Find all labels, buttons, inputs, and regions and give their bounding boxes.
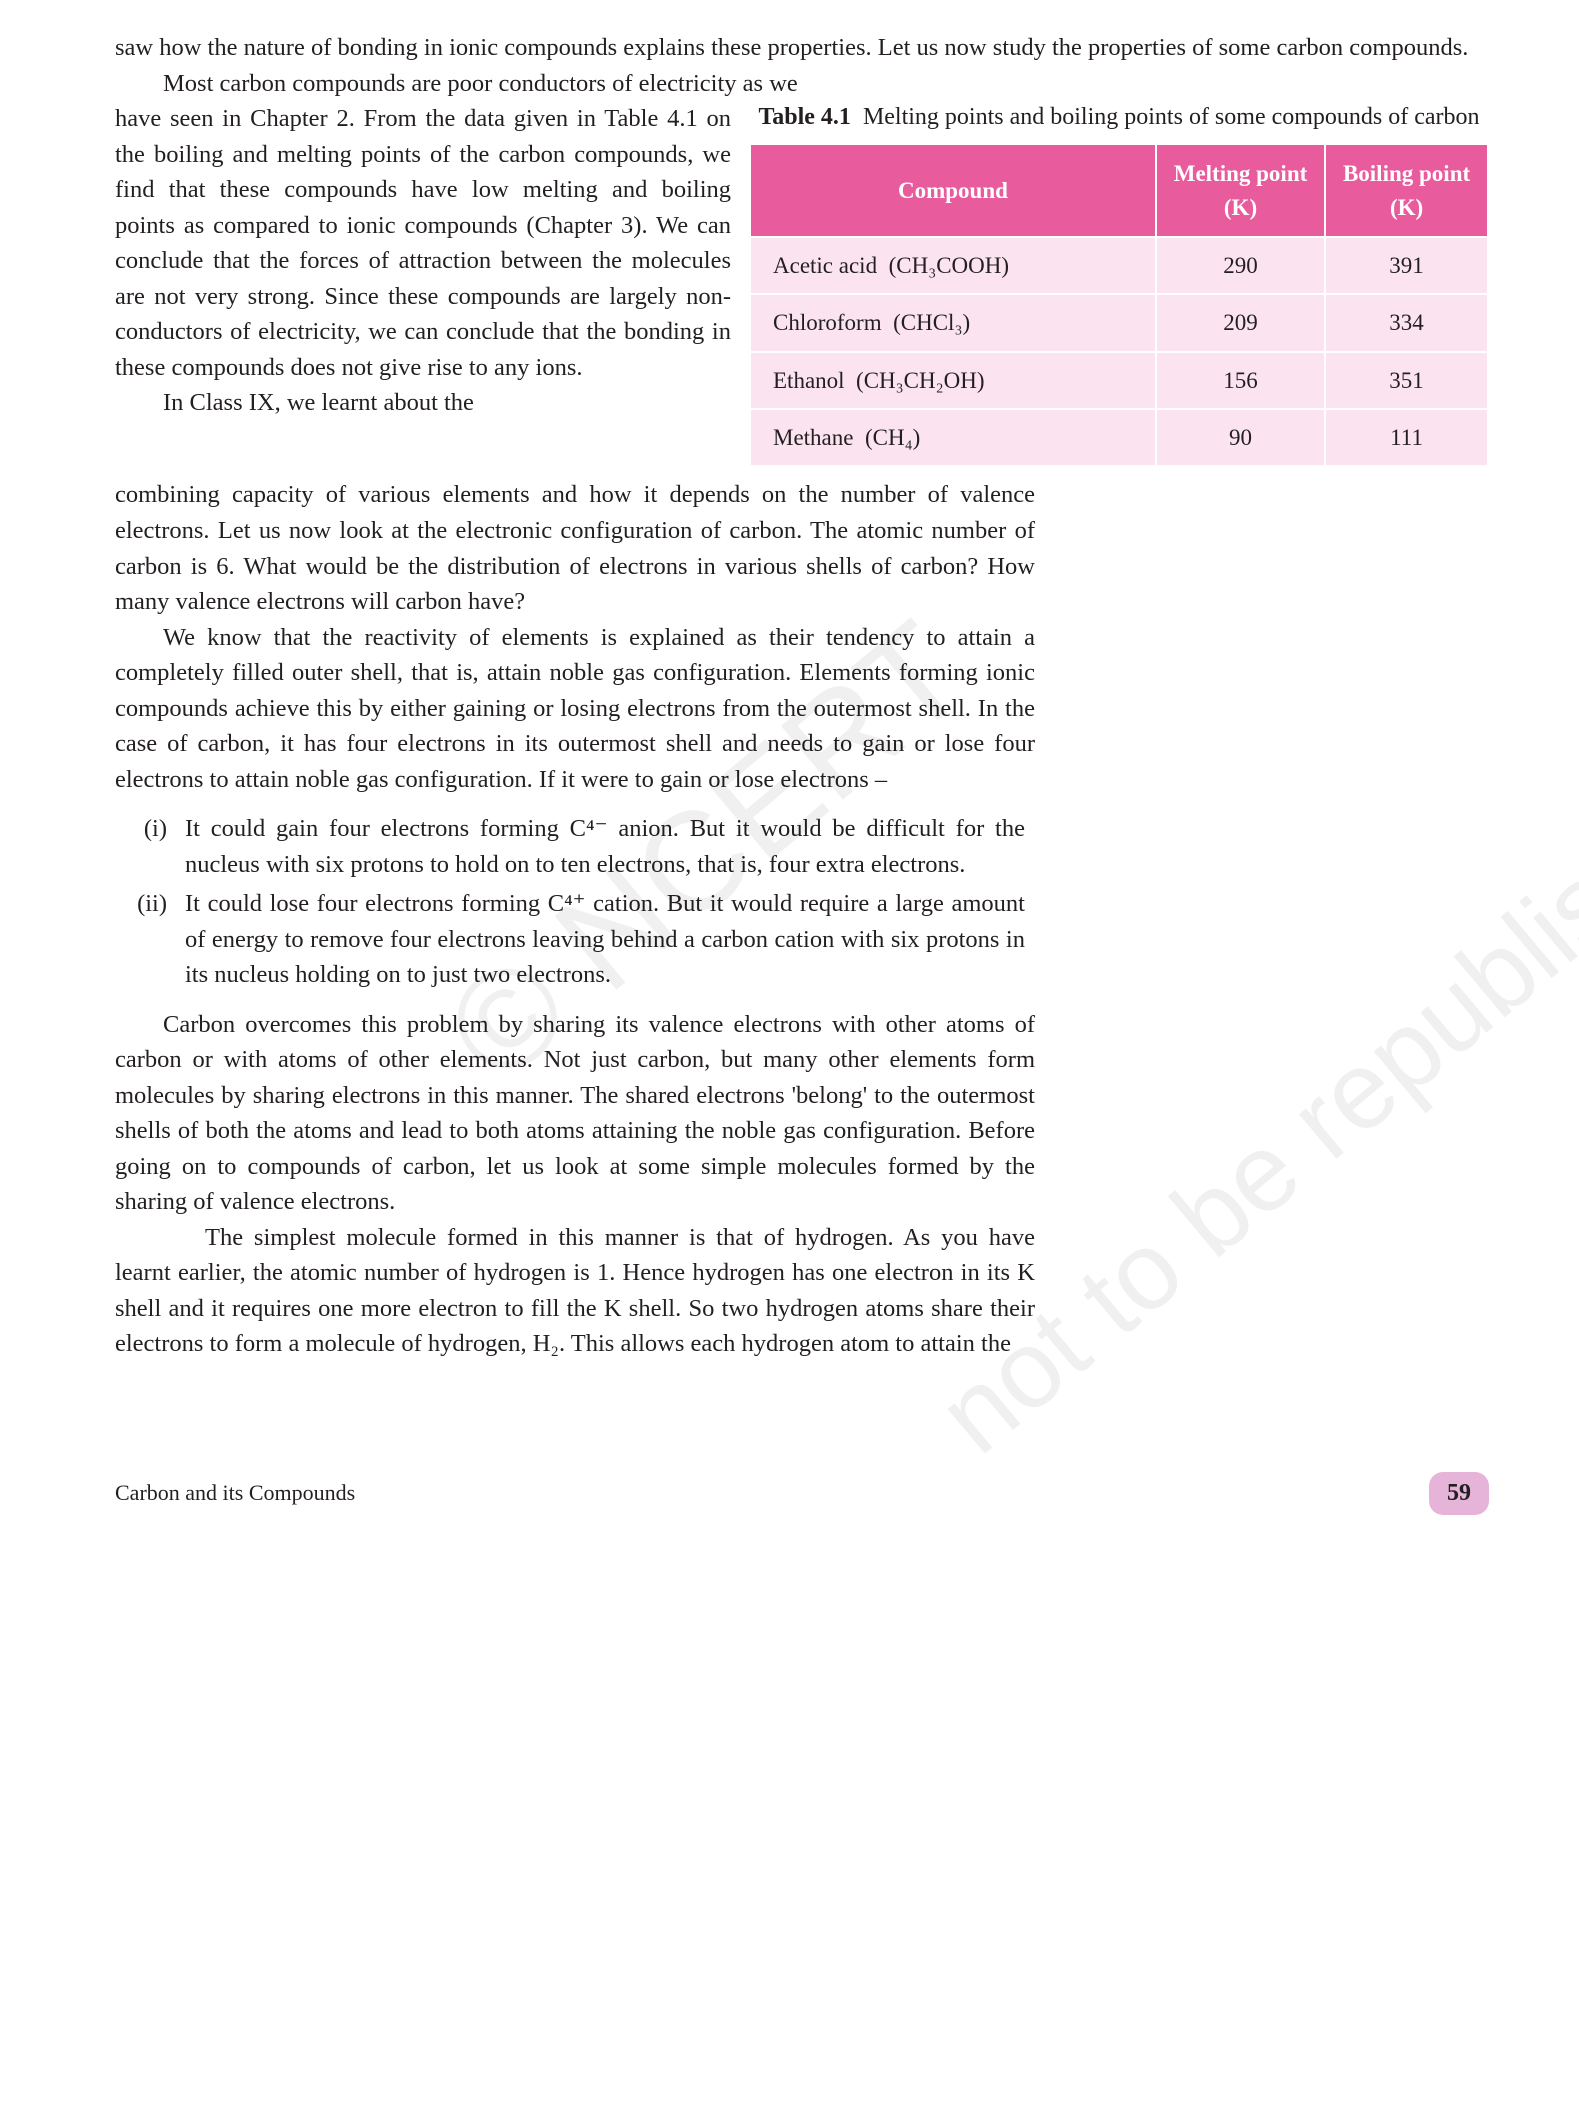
list-marker: (i) xyxy=(115,811,185,882)
list-item-i: (i) It could gain four electrons forming… xyxy=(115,811,1035,882)
cell-mp: 156 xyxy=(1156,352,1325,409)
cell-compound: Methane (CH₄) xyxy=(750,409,1156,466)
cell-bp: 391 xyxy=(1325,237,1488,294)
cell-mp: 90 xyxy=(1156,409,1325,466)
table-caption: Table 4.1 Melting points and boiling poi… xyxy=(749,101,1489,133)
table-row: Ethanol (CH₃CH₂OH) 156 351 xyxy=(750,352,1488,409)
table-row: Acetic acid (CH₃COOH) 290 391 xyxy=(750,237,1488,294)
col-melting: Melting point (K) xyxy=(1156,144,1325,237)
page-number: 59 xyxy=(1429,1472,1489,1515)
compounds-table: Compound Melting point (K) Boiling point… xyxy=(749,143,1489,467)
list-marker: (ii) xyxy=(115,886,185,993)
col-boiling: Boiling point (K) xyxy=(1325,144,1488,237)
table-header-row: Compound Melting point (K) Boiling point… xyxy=(750,144,1488,237)
paragraph-5: Carbon overcomes this problem by sharing… xyxy=(115,1007,1035,1220)
cell-compound: Chloroform (CHCl₃) xyxy=(750,294,1156,351)
page-body: © NCERT not to be republished saw how th… xyxy=(115,30,1489,1515)
cell-mp: 290 xyxy=(1156,237,1325,294)
table-label: Table 4.1 xyxy=(758,104,850,130)
paragraph-2-lead: Most carbon compounds are poor conductor… xyxy=(115,66,1489,102)
table-row: Methane (CH₄) 90 111 xyxy=(750,409,1488,466)
list-text: It could gain four electrons forming C⁴⁻… xyxy=(185,811,1025,882)
list-item-ii: (ii) It could lose four electrons formin… xyxy=(115,886,1035,993)
cell-compound: Acetic acid (CH₃COOH) xyxy=(750,237,1156,294)
table-caption-text: Melting points and boiling points of som… xyxy=(863,104,1480,130)
table-row: Chloroform (CHCl₃) 209 334 xyxy=(750,294,1488,351)
table-4-1-container: Table 4.1 Melting points and boiling poi… xyxy=(749,101,1489,467)
paragraph-4: We know that the reactivity of elements … xyxy=(115,620,1035,798)
cell-bp: 111 xyxy=(1325,409,1488,466)
cell-compound: Ethanol (CH₃CH₂OH) xyxy=(750,352,1156,409)
roman-list: (i) It could gain four electrons forming… xyxy=(115,811,1035,993)
list-text: It could lose four electrons forming C⁴⁺… xyxy=(185,886,1025,993)
page-footer: Carbon and its Compounds 59 xyxy=(115,1472,1489,1515)
cell-mp: 209 xyxy=(1156,294,1325,351)
col-compound: Compound xyxy=(750,144,1156,237)
paragraph-1: saw how the nature of bonding in ionic c… xyxy=(115,30,1489,66)
cell-bp: 351 xyxy=(1325,352,1488,409)
paragraph-6: The simplest molecule formed in this man… xyxy=(115,1220,1035,1362)
cell-bp: 334 xyxy=(1325,294,1488,351)
paragraph-3-body: combining capacity of various elements a… xyxy=(115,477,1035,619)
chapter-title: Carbon and its Compounds xyxy=(115,1477,355,1509)
